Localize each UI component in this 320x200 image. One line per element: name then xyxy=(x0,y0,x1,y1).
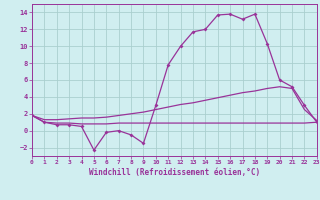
X-axis label: Windchill (Refroidissement éolien,°C): Windchill (Refroidissement éolien,°C) xyxy=(89,168,260,177)
